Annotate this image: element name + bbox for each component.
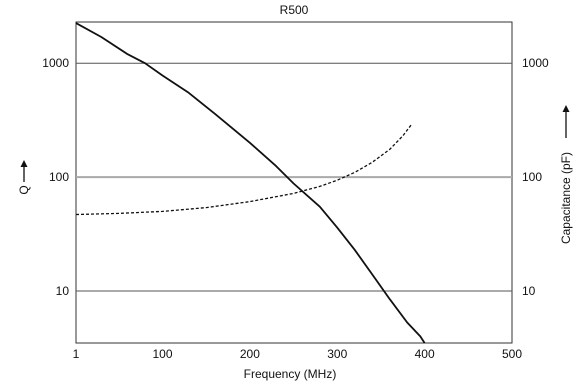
x-tick-200: 200 (240, 347, 260, 361)
y-tick-labels-right: 10 100 1000 (522, 56, 549, 298)
gridlines (76, 62, 512, 292)
y-axis-label-right: Capacitance (pF) (559, 152, 573, 244)
series-lines (75, 22, 426, 344)
x-tick-300: 300 (327, 347, 347, 361)
arrow-up-icon (562, 105, 570, 112)
x-tick-500: 500 (502, 347, 522, 361)
y-tick-left-10: 10 (56, 284, 70, 298)
series-capacitance-line (75, 124, 413, 216)
x-axis-label: Frequency (MHz) (244, 367, 337, 381)
y-axis-label-left: Q (17, 185, 31, 194)
plot-area (75, 21, 513, 344)
y-tick-right-10: 10 (522, 284, 536, 298)
x-tick-1: 1 (73, 347, 80, 361)
y-tick-right-100: 100 (522, 170, 542, 184)
y-tick-right-1000: 1000 (522, 56, 549, 70)
y-axis-label-left-group: Q (17, 160, 31, 195)
x-tick-labels: 1 100 200 300 400 500 (73, 347, 523, 361)
y-tick-left-1000: 1000 (42, 56, 69, 70)
arrow-up-icon (20, 160, 28, 167)
series-q-line (75, 22, 426, 344)
x-tick-100: 100 (152, 347, 172, 361)
y-tick-left-100: 100 (49, 170, 69, 184)
x-tick-400: 400 (415, 347, 435, 361)
chart-title: R500 (280, 3, 309, 17)
y-axis-label-right-group: Capacitance (pF) (559, 105, 573, 244)
y-tick-labels-left: 10 100 1000 (42, 56, 69, 298)
